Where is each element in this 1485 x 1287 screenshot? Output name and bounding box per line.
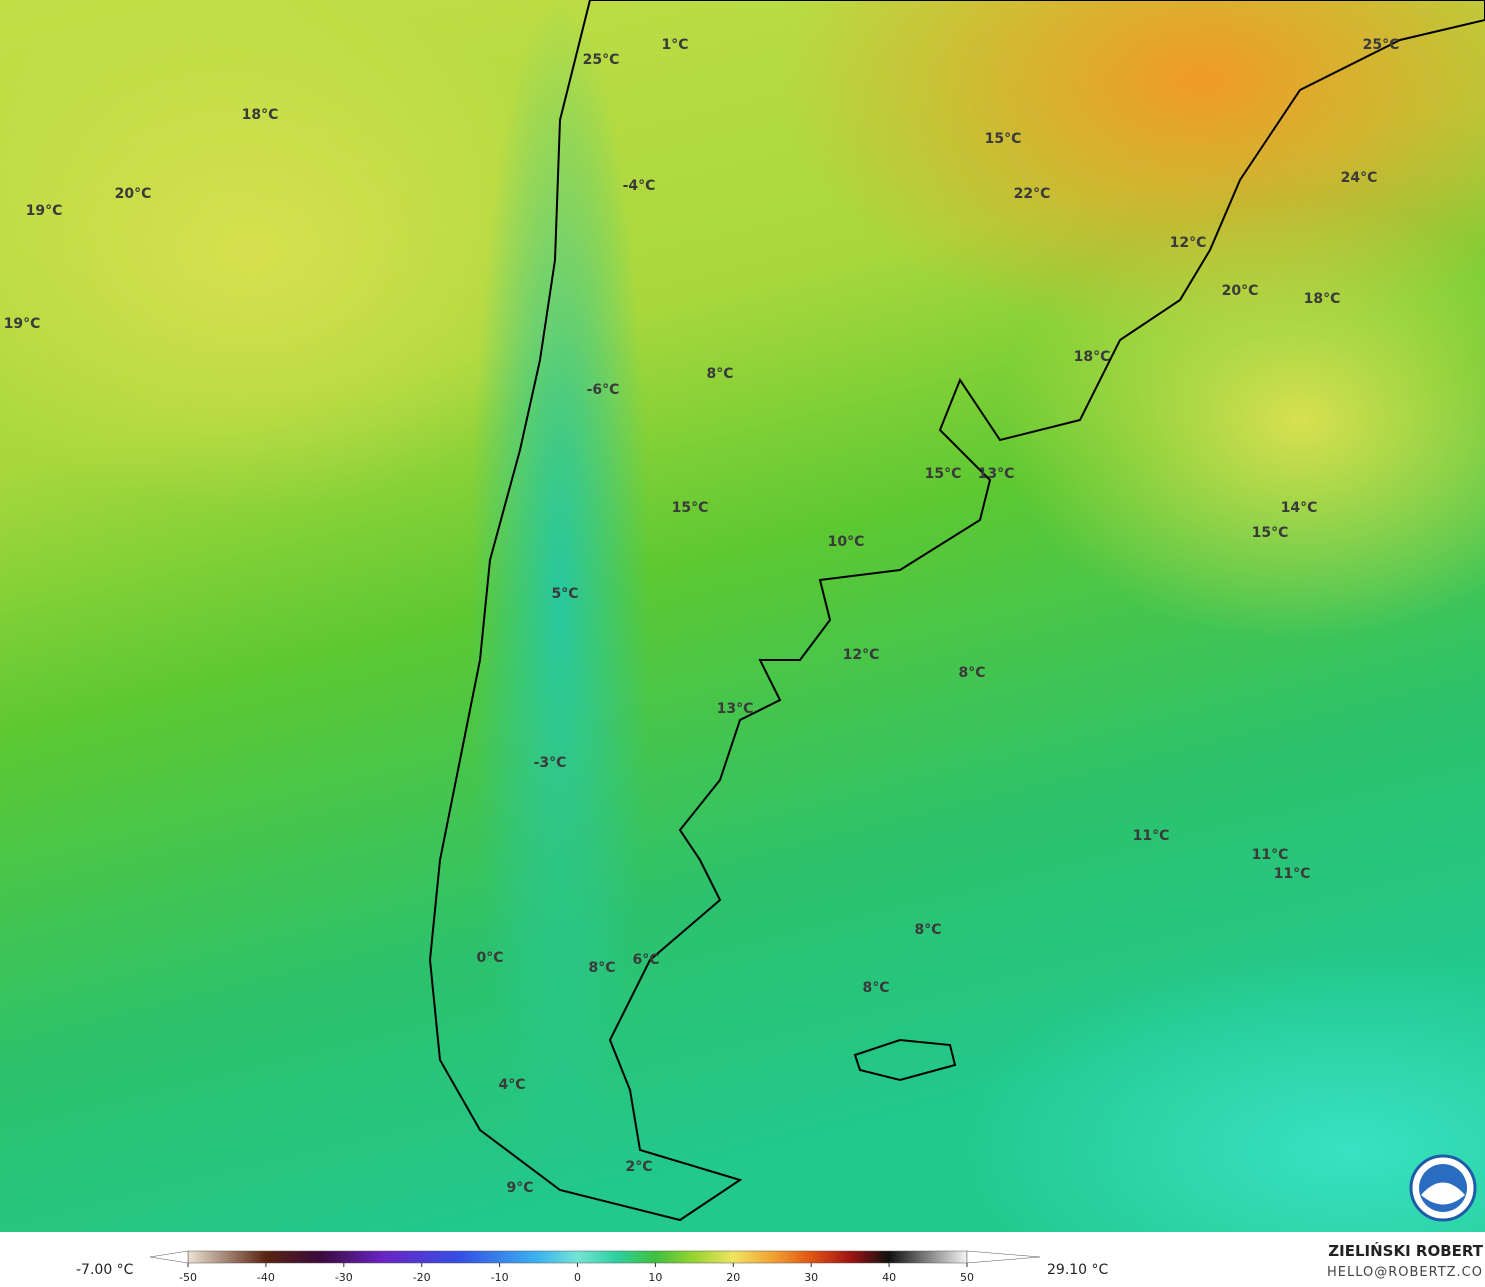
temperature-label: 19°C bbox=[4, 316, 41, 332]
temperature-label: -6°C bbox=[587, 382, 620, 398]
temperature-label: 8°C bbox=[706, 366, 733, 382]
temperature-label: -3°C bbox=[534, 755, 567, 771]
temperature-label: 18°C bbox=[1074, 349, 1111, 365]
colorbar-tick-label: -10 bbox=[491, 1271, 509, 1284]
temperature-label: 10°C bbox=[828, 534, 865, 550]
temperature-label: 0°C bbox=[476, 950, 503, 966]
temperature-label: 15°C bbox=[1252, 525, 1289, 541]
colorbar-tick-label: 0 bbox=[574, 1271, 581, 1284]
colorbar-max: 29.10 °C bbox=[1047, 1262, 1109, 1278]
temperature-label: 8°C bbox=[588, 960, 615, 976]
temperature-label: 25°C bbox=[1363, 37, 1400, 53]
colorbar-tick-label: 10 bbox=[648, 1271, 662, 1284]
temperature-label: 25°C bbox=[583, 52, 620, 68]
colorbar-tick-label: -40 bbox=[257, 1271, 275, 1284]
temperature-label: 1°C bbox=[661, 37, 688, 53]
temperature-label: 15°C bbox=[672, 500, 709, 516]
temperature-label: 18°C bbox=[1304, 291, 1341, 307]
colorbar-tick-label: 20 bbox=[726, 1271, 740, 1284]
temperature-label: 19°C bbox=[26, 203, 63, 219]
temperature-label: 2°C bbox=[625, 1159, 652, 1175]
temperature-label: 20°C bbox=[115, 186, 152, 202]
temperature-label: 14°C bbox=[1281, 500, 1318, 516]
temperature-label: 20°C bbox=[1222, 283, 1259, 299]
temperature-label: 8°C bbox=[914, 922, 941, 938]
temperature-label: 18°C bbox=[242, 107, 279, 123]
colorbar-min: -7.00 °C bbox=[76, 1262, 134, 1278]
temperature-label: 15°C bbox=[925, 466, 962, 482]
colorbar-tick-label: 30 bbox=[804, 1271, 818, 1284]
colorbar-low-end bbox=[149, 1250, 189, 1264]
credit-email: HELLO@ROBERTZ.CO bbox=[1327, 1265, 1483, 1280]
temperature-label: 8°C bbox=[862, 980, 889, 996]
colorbar-tick-label: -30 bbox=[335, 1271, 353, 1284]
temperature-label: 15°C bbox=[985, 131, 1022, 147]
temperature-label: 8°C bbox=[958, 665, 985, 681]
colorbar bbox=[187, 1250, 968, 1264]
colorbar-tick-label: 50 bbox=[960, 1271, 974, 1284]
temperature-label: -4°C bbox=[623, 178, 656, 194]
temperature-label: 6°C bbox=[632, 952, 659, 968]
temperature-label: 11°C bbox=[1252, 847, 1289, 863]
temperature-label: 13°C bbox=[717, 701, 754, 717]
temperature-label: 5°C bbox=[551, 586, 578, 602]
noaa-logo bbox=[1409, 1154, 1477, 1222]
credit-name: ZIELIŃSKI ROBERT bbox=[1328, 1241, 1483, 1260]
temperature-label: 12°C bbox=[843, 647, 880, 663]
colorbar-tick-label: 40 bbox=[882, 1271, 896, 1284]
temperature-label: 22°C bbox=[1014, 186, 1051, 202]
colorbar-tick-label: -20 bbox=[413, 1271, 431, 1284]
colorbar-high-end bbox=[966, 1250, 1041, 1264]
temperature-label: 12°C bbox=[1170, 235, 1207, 251]
temperature-label: 13°C bbox=[978, 466, 1015, 482]
colorbar-tick-label: -50 bbox=[179, 1271, 197, 1284]
temperature-label: 24°C bbox=[1341, 170, 1378, 186]
temperature-label: 11°C bbox=[1133, 828, 1170, 844]
temperature-label: 9°C bbox=[506, 1180, 533, 1196]
temperature-label: 4°C bbox=[498, 1077, 525, 1093]
temperature-label: 11°C bbox=[1274, 866, 1311, 882]
